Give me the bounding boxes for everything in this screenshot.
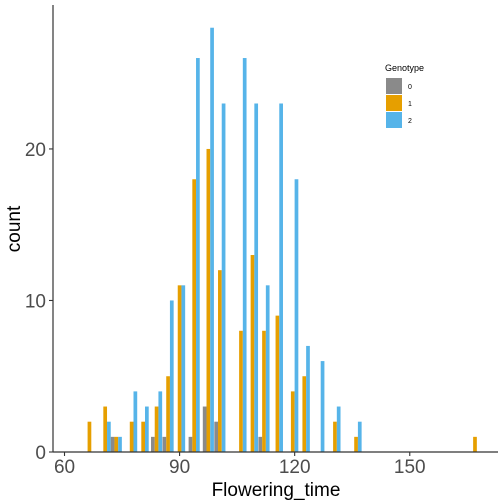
bar-bin-12-genotype-1 <box>250 255 255 452</box>
bar-bin-2-genotype-0 <box>110 436 115 452</box>
bar-bin-7-genotype-2 <box>181 285 186 452</box>
x-tick-label: 120 <box>279 457 311 478</box>
bar-bin-6-genotype-0 <box>162 436 167 452</box>
bar-bin-14-genotype-1 <box>275 315 280 452</box>
bar-bin-6-genotype-1 <box>166 376 170 452</box>
bar-bin-10-genotype-0 <box>214 421 219 452</box>
bar-bin-8-genotype-2 <box>196 58 200 452</box>
bar-bin-9-genotype-2 <box>210 27 214 452</box>
bar-bin-10-genotype-1 <box>218 270 222 452</box>
bar-bin-3-genotype-1 <box>129 421 134 452</box>
bar-bin-2-genotype-2 <box>118 436 122 452</box>
bar-bin-4-genotype-2 <box>145 406 149 452</box>
y-tick-label: 20 <box>25 140 46 161</box>
bar-bin-10-genotype-2 <box>221 103 226 453</box>
bars-group <box>87 27 477 453</box>
y-axis-title: count <box>4 205 25 252</box>
legend-label-0: 0 <box>408 84 412 91</box>
bar-bin-11-genotype-2 <box>242 58 247 452</box>
bar-bin-3-genotype-2 <box>133 391 138 452</box>
bar-bin-9-genotype-1 <box>206 148 211 452</box>
bar-bin-19-genotype-2 <box>357 421 362 452</box>
bar-bin-16-genotype-1 <box>302 376 307 452</box>
bar-bin-15-genotype-1 <box>290 391 295 452</box>
bar-bin-1-genotype-1 <box>103 406 108 452</box>
bar-bin-11-genotype-1 <box>239 330 243 452</box>
bar-bin-20-genotype-1 <box>473 436 477 452</box>
bar-bin-4-genotype-1 <box>141 421 146 452</box>
bar-bin-0-genotype-1 <box>87 421 92 452</box>
bar-bin-8-genotype-0 <box>188 436 193 452</box>
bar-bin-1-genotype-2 <box>107 421 111 452</box>
bar-bin-13-genotype-0 <box>258 436 263 452</box>
legend-swatch-1 <box>386 95 402 111</box>
bar-bin-18-genotype-1 <box>333 421 337 452</box>
bar-bin-8-genotype-1 <box>192 179 197 452</box>
bar-bin-13-genotype-1 <box>262 330 266 452</box>
x-tick-label: 60 <box>54 457 75 478</box>
y-tick-label: 10 <box>25 291 46 312</box>
bar-bin-9-genotype-0 <box>202 406 207 452</box>
bar-bin-17-genotype-2 <box>320 361 325 452</box>
legend-label-1: 1 <box>408 101 412 108</box>
bar-bin-15-genotype-2 <box>294 179 299 452</box>
bar-bin-19-genotype-1 <box>354 436 358 452</box>
bar-bin-14-genotype-2 <box>279 103 283 453</box>
legend-title: Genotype <box>385 63 424 73</box>
bar-bin-5-genotype-2 <box>158 391 163 452</box>
bar-bin-5-genotype-1 <box>154 406 159 452</box>
legend-label-2: 2 <box>408 118 412 125</box>
legend-swatch-2 <box>386 112 402 128</box>
bar-bin-5-genotype-0 <box>151 436 155 452</box>
y-tick-label: 0 <box>35 443 46 464</box>
bar-bin-13-genotype-2 <box>265 285 270 452</box>
y-ticks-group: 0 10 20 <box>25 140 53 464</box>
x-ticks-group: 60 90 120 150 <box>54 452 426 478</box>
x-tick-label: 150 <box>394 457 426 478</box>
bar-bin-6-genotype-2 <box>169 300 174 452</box>
bar-bin-2-genotype-1 <box>114 436 119 452</box>
bar-bin-18-genotype-2 <box>336 406 341 452</box>
bar-bin-7-genotype-1 <box>177 285 182 452</box>
x-tick-label: 90 <box>169 457 190 478</box>
legend: Genotype 0 1 2 <box>385 63 424 128</box>
legend-swatch-0 <box>386 78 402 94</box>
bar-bin-16-genotype-2 <box>306 345 310 452</box>
bar-bin-12-genotype-2 <box>254 103 259 453</box>
x-axis-title: Flowering_time <box>212 480 341 501</box>
